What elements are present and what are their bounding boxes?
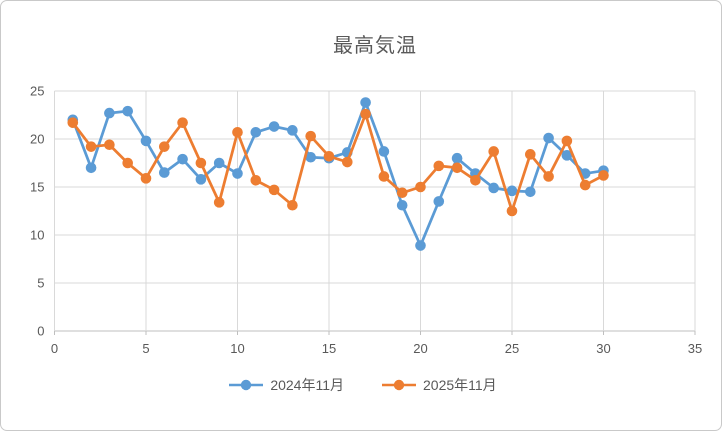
x-axis-label-10: 10 — [230, 341, 244, 356]
data-point-2024年11月-day12 — [268, 121, 280, 132]
x-axis-label-5: 5 — [142, 341, 149, 356]
data-point-2025年11月-day12 — [268, 184, 280, 196]
data-point-2025年11月-day1 — [67, 117, 79, 128]
data-point-2025年11月-day5 — [140, 173, 152, 184]
chart-title: 最高気温 — [333, 35, 417, 57]
data-point-2025年11月-day15 — [323, 150, 335, 162]
data-point-2024年11月-day26 — [525, 186, 536, 198]
y-axis-label-20: 20 — [30, 132, 44, 147]
data-point-2025年11月-day11 — [250, 174, 262, 186]
data-point-2025年11月-day13 — [287, 199, 298, 211]
data-point-2025年11月-day8 — [195, 157, 207, 169]
legend-item-2025[interactable]: 2025年11月 — [382, 375, 497, 395]
data-point-2024年11月-day7 — [177, 153, 188, 165]
data-point-2024年11月-day4 — [122, 105, 133, 117]
data-point-2025年11月-day30 — [598, 170, 609, 181]
legend-marker-2024-icon — [229, 379, 264, 391]
x-axis-label-0: 0 — [51, 341, 58, 356]
data-point-2024年11月-day13 — [287, 125, 298, 136]
data-point-2025年11月-day22 — [451, 162, 463, 174]
data-point-2025年11月-day7 — [177, 117, 188, 128]
data-point-2024年11月-day22 — [451, 152, 463, 164]
data-point-2024年11月-day28 — [561, 150, 573, 161]
legend-label-2025: 2025年11月 — [423, 377, 497, 393]
data-point-2025年11月-day4 — [122, 157, 133, 169]
x-axis-label-35: 35 — [688, 341, 702, 356]
y-axis-label-25: 25 — [30, 84, 44, 99]
data-point-2024年11月-day25 — [506, 185, 518, 197]
data-point-2024年11月-day18 — [378, 146, 390, 157]
data-point-2025年11月-day26 — [525, 149, 536, 160]
data-point-2025年11月-day29 — [579, 179, 591, 191]
data-point-2024年11月-day8 — [195, 174, 207, 185]
y-axis-label-0: 0 — [37, 324, 44, 339]
data-point-2025年11月-day6 — [159, 141, 170, 152]
data-point-2024年11月-day19 — [396, 199, 408, 211]
legend-label-2024: 2024年11月 — [270, 377, 344, 393]
data-point-2024年11月-day3 — [104, 107, 115, 119]
data-point-2025年11月-day27 — [543, 171, 554, 182]
data-point-2024年11月-day17 — [360, 97, 371, 108]
data-point-2024年11月-day2 — [85, 162, 97, 174]
data-point-2025年11月-day3 — [104, 139, 115, 151]
y-axis-label-5: 5 — [37, 276, 44, 291]
data-point-2024年11月-day14 — [305, 151, 317, 163]
data-point-2025年11月-day18 — [378, 171, 390, 182]
data-point-2024年11月-day11 — [250, 126, 262, 138]
data-point-2025年11月-day2 — [85, 141, 97, 152]
data-point-2025年11月-day21 — [433, 160, 445, 172]
x-axis-label-15: 15 — [322, 341, 336, 356]
data-point-2025年11月-day10 — [232, 126, 243, 138]
data-point-2024年11月-day24 — [488, 182, 500, 194]
legend-marker-2025-icon — [382, 379, 416, 391]
data-point-2025年11月-day20 — [415, 181, 426, 193]
x-axis-label-30: 30 — [596, 341, 610, 356]
x-axis-label-20: 20 — [413, 341, 427, 356]
data-point-2025年11月-day17 — [360, 108, 371, 120]
series-line-2025年11月 — [71, 112, 605, 213]
data-point-2025年11月-day24 — [488, 146, 500, 157]
data-point-2024年11月-day27 — [543, 132, 554, 144]
data-point-2024年11月-day5 — [140, 135, 152, 147]
legend-item-2024[interactable]: 2024年11月 — [229, 375, 344, 395]
data-point-2024年11月-day21 — [433, 196, 445, 207]
x-axis-label-25: 25 — [505, 341, 519, 356]
data-point-2025年11月-day25 — [506, 205, 518, 217]
data-point-2025年11月-day23 — [470, 174, 481, 186]
y-axis-label-15: 15 — [30, 180, 44, 195]
data-point-2025年11月-day14 — [305, 130, 317, 142]
y-axis-label-10: 10 — [30, 228, 44, 243]
data-point-2024年11月-day20 — [415, 240, 426, 251]
data-point-2025年11月-day28 — [561, 135, 573, 147]
data-point-2025年11月-day16 — [342, 156, 353, 168]
data-point-2025年11月-day19 — [396, 187, 408, 199]
data-point-2024年11月-day6 — [159, 167, 170, 178]
chart-legend: 2024年11月 2025年11月 — [1, 375, 721, 395]
data-point-2025年11月-day9 — [213, 197, 225, 208]
data-point-2024年11月-day9 — [213, 157, 225, 169]
data-point-2024年11月-day10 — [232, 168, 243, 179]
